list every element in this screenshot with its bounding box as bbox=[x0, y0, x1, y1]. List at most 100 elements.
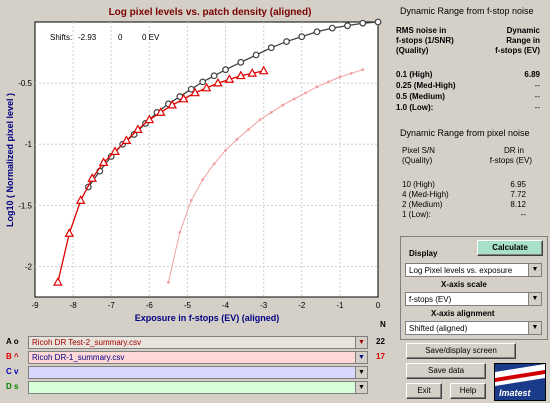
data-point-dot bbox=[349, 71, 353, 75]
data-point-dot bbox=[292, 97, 296, 101]
data-point-triangle bbox=[121, 135, 132, 144]
file-row-letter: A o bbox=[6, 337, 19, 346]
chevron-down-icon[interactable]: ▼ bbox=[355, 352, 367, 363]
data-point-triangle bbox=[110, 146, 120, 155]
fstop-row-value: -- bbox=[534, 103, 540, 112]
fstop-row-label: 0.25 (Med-High) bbox=[396, 81, 456, 90]
shifts-label: Shifts: bbox=[50, 33, 72, 42]
pixel-row-value: 7.72 bbox=[510, 190, 526, 199]
chevron-down-icon[interactable]: ▼ bbox=[355, 337, 367, 348]
pixel-row-value: -- bbox=[520, 210, 526, 219]
pixel-row-label: 10 (High) bbox=[402, 180, 435, 189]
calculate-button[interactable]: Calculate bbox=[477, 240, 543, 256]
data-point-dot bbox=[212, 162, 216, 166]
x-tick-labels: -9 -8 -7 -6 -5 -4 -3 -2 -1 0 bbox=[31, 301, 380, 310]
xalign-label: X-axis alignment bbox=[431, 309, 495, 318]
x-tick-label: -8 bbox=[70, 301, 78, 310]
data-point-triangle bbox=[98, 157, 109, 166]
file-row-letter: D s bbox=[6, 382, 19, 391]
fstop-col1-header-1: RMS noise in bbox=[396, 26, 447, 35]
help-button[interactable]: Help bbox=[450, 383, 486, 399]
file-name: Ricoh DR-1_summary.csv bbox=[32, 353, 125, 362]
pixel-col2-header-2: f-stops (EV) bbox=[489, 156, 532, 165]
file-row-letter: C v bbox=[6, 367, 19, 376]
data-point-circle bbox=[283, 38, 290, 45]
file-row-letter: B ^ bbox=[6, 352, 19, 361]
data-point-dot bbox=[338, 75, 342, 79]
pixel-noise-panel: Dynamic Range from pixel noise Pixel S/N… bbox=[396, 128, 546, 223]
display-select-value: Log Pixel levels vs. exposure bbox=[409, 266, 513, 275]
display-select[interactable]: Log Pixel levels vs. exposure ▼ bbox=[405, 263, 542, 277]
data-point-dot bbox=[258, 118, 262, 122]
display-controls-panel: Display Calculate Log Pixel levels vs. e… bbox=[400, 236, 548, 340]
data-point-triangle bbox=[167, 99, 178, 109]
data-point-dot bbox=[224, 148, 227, 152]
data-point-dot bbox=[304, 91, 307, 95]
fstop-col2-header-3: f-stops (EV) bbox=[495, 46, 540, 55]
chevron-down-icon[interactable]: ▼ bbox=[528, 322, 541, 334]
data-point-dot bbox=[201, 178, 205, 182]
data-point-dot bbox=[247, 128, 250, 131]
pixel-col1-header-2: (Quality) bbox=[402, 156, 433, 165]
data-point-dot bbox=[281, 103, 285, 107]
data-point-triangle bbox=[190, 87, 200, 97]
chevron-down-icon[interactable]: ▼ bbox=[528, 264, 541, 276]
plot-area bbox=[34, 21, 379, 298]
y-axis-label: Log10 ( Normalized pixel level ) bbox=[5, 93, 15, 227]
data-point-circle bbox=[237, 58, 245, 66]
pixel-row-label: 2 (Medium) bbox=[402, 200, 443, 209]
data-point-circle bbox=[298, 33, 306, 41]
x-tick-label: -6 bbox=[146, 301, 154, 310]
data-point-circle bbox=[187, 85, 195, 93]
data-point-triangle bbox=[235, 70, 246, 80]
data-point-triangle bbox=[247, 68, 258, 77]
fstop-col2-header-2: Range in bbox=[506, 36, 540, 45]
file-count: 22 bbox=[376, 337, 385, 346]
y-tick-label: -1 bbox=[25, 140, 33, 149]
data-point-triangle bbox=[155, 107, 166, 116]
data-point-dot bbox=[269, 111, 273, 114]
data-point-triangle bbox=[144, 114, 155, 124]
x-tick-label: -7 bbox=[108, 301, 116, 310]
xscale-select[interactable]: f-stops (EV) ▼ bbox=[405, 292, 542, 306]
fstop-row-value: -- bbox=[534, 92, 540, 101]
data-point-dot bbox=[315, 85, 319, 89]
save-display-screen-button[interactable]: Save/display screen bbox=[406, 343, 516, 359]
fstop-row-label: 1.0 (Low): bbox=[396, 103, 434, 112]
data-point-triangle bbox=[53, 277, 63, 286]
series-layer bbox=[53, 18, 382, 286]
exit-button[interactable]: Exit bbox=[406, 383, 442, 399]
y-tick-label: -1.5 bbox=[18, 201, 32, 210]
file-select[interactable]: Ricoh DR-1_summary.csv ▼ bbox=[28, 351, 368, 364]
x-tick-label: -1 bbox=[336, 301, 344, 310]
chevron-down-icon[interactable]: ▼ bbox=[528, 293, 541, 305]
file-select[interactable]: ▼ bbox=[28, 381, 368, 394]
pixel-row-label: 1 (Low): bbox=[402, 210, 431, 219]
data-point-dot bbox=[235, 137, 239, 141]
imatest-logo: Imatest bbox=[494, 363, 546, 401]
file-select[interactable]: Ricoh DR Test-2_summary.csv ▼ bbox=[28, 336, 368, 349]
file-select[interactable]: ▼ bbox=[28, 366, 368, 379]
save-data-button[interactable]: Save data bbox=[406, 363, 486, 379]
data-point-dot bbox=[327, 80, 330, 84]
chevron-down-icon[interactable]: ▼ bbox=[355, 367, 367, 378]
fstop-row-value: -- bbox=[534, 81, 540, 90]
fstop-row-label: 0.1 (High) bbox=[396, 70, 433, 79]
data-point-dot bbox=[178, 230, 182, 234]
data-point-triangle bbox=[224, 74, 235, 83]
data-point-circle bbox=[344, 22, 351, 30]
xalign-select[interactable]: Shifted (aligned) ▼ bbox=[405, 321, 542, 335]
file-count: 17 bbox=[376, 352, 385, 361]
imatest-logo-graphic bbox=[495, 364, 545, 386]
data-point-triangle bbox=[258, 65, 269, 75]
fstop-row-value: 6.89 bbox=[524, 70, 540, 79]
chart-title: Log pixel levels vs. patch density (alig… bbox=[109, 7, 312, 18]
data-point-triangle bbox=[201, 82, 212, 92]
data-point-circle bbox=[374, 18, 382, 26]
xalign-select-value: Shifted (aligned) bbox=[409, 324, 468, 333]
x-tick-label: 0 bbox=[376, 301, 381, 310]
data-point-dot bbox=[361, 68, 365, 72]
fstop-col1-header-3: (Quality) bbox=[396, 46, 429, 55]
data-point-circle bbox=[328, 24, 336, 32]
chevron-down-icon[interactable]: ▼ bbox=[355, 382, 367, 393]
